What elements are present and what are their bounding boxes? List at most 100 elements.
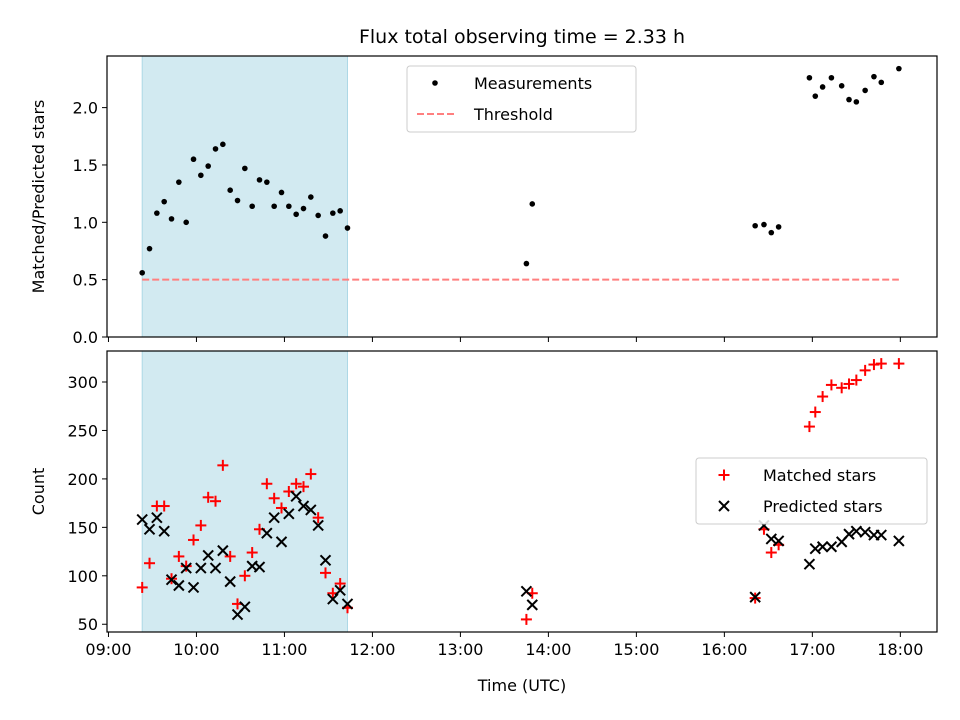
x-tick-label: 14:00	[525, 640, 571, 659]
matched-star-marker	[268, 492, 280, 504]
legend-label: Threshold	[473, 105, 553, 124]
measurement-point	[315, 212, 321, 219]
x-axis-label: Time (UTC)	[477, 676, 566, 695]
measurement-point	[264, 179, 270, 185]
matched-star-marker	[136, 581, 148, 593]
measurement-point	[234, 197, 241, 204]
measurement-point	[322, 233, 329, 239]
measurement-point	[154, 210, 160, 216]
measurement-point	[300, 205, 307, 212]
measurement-point	[862, 87, 868, 94]
top-panel-ratio: 0.0 0.5 1.0 1.5 2.0 Matched/Predicted stars Me…	[29, 55, 938, 347]
measurement-point	[271, 203, 277, 210]
matched-star-marker	[290, 478, 302, 490]
bottom-y-axis-label: Count	[29, 468, 48, 516]
predicted-star-marker	[803, 558, 816, 570]
predicted-star-marker	[816, 541, 829, 553]
top-y-tick-label: 2.0	[73, 99, 98, 118]
bottom-axes-frame	[106, 350, 938, 633]
matched-star-marker	[239, 570, 251, 582]
measurement-point	[205, 163, 211, 169]
bottom-series-matched-stars	[136, 358, 905, 625]
measurement-point	[190, 156, 197, 163]
matched-star-marker	[224, 550, 236, 562]
top-shaded-region	[141, 55, 348, 338]
top-y-tick-label: 0.0	[73, 328, 98, 347]
top-y-axis-label: Matched/Predicted stars	[29, 100, 48, 294]
matched-star-marker	[893, 358, 905, 370]
measurement-point	[198, 172, 204, 179]
measurement-point	[871, 73, 877, 80]
predicted-star-marker	[253, 561, 266, 573]
matched-star-marker	[210, 495, 222, 507]
measurement-point	[256, 177, 263, 183]
predicted-star-marker	[825, 541, 838, 553]
measurement-point	[878, 79, 885, 86]
chart-title: Flux total observing time = 2.33 h	[359, 26, 685, 48]
x-tick-label: 11:00	[261, 640, 307, 659]
predicted-star-marker	[297, 500, 310, 512]
measurement-point	[853, 99, 860, 105]
predicted-star-marker	[209, 562, 222, 574]
x-tick-label: 17:00	[789, 640, 835, 659]
x-tick-label: 18:00	[877, 640, 923, 659]
measurement-point	[337, 208, 343, 214]
measurement-point	[161, 198, 167, 205]
bottom-y-tick-label: 150	[67, 518, 98, 537]
measurement-point	[768, 229, 775, 236]
predicted-star-marker	[195, 562, 207, 574]
measurement-point	[278, 189, 285, 196]
matched-star-marker	[276, 502, 288, 514]
matched-star-marker	[765, 547, 777, 559]
measurement-point	[529, 201, 536, 207]
measurement-point	[838, 83, 845, 89]
matched-star-marker	[202, 491, 214, 503]
predicted-star-marker	[305, 504, 317, 516]
legend-measurement-marker	[432, 80, 438, 86]
measurement-point	[761, 221, 767, 228]
measurement-point	[176, 179, 182, 185]
x-tick-label: 15:00	[613, 640, 659, 659]
matched-star-marker	[334, 578, 346, 590]
measurement-point	[293, 211, 299, 218]
legend-label: Measurements	[474, 74, 592, 93]
matched-star-marker	[843, 378, 855, 390]
predicted-star-marker	[875, 529, 887, 541]
measurement-point	[828, 74, 835, 81]
predicted-star-marker	[341, 598, 354, 610]
measurement-point	[812, 93, 819, 99]
predicted-star-marker	[319, 554, 332, 567]
predicted-star-marker	[275, 536, 288, 548]
predicted-star-marker	[749, 591, 761, 603]
measurement-point	[846, 96, 852, 103]
legend-matched-marker	[718, 469, 730, 481]
legend-predicted-marker	[718, 500, 730, 512]
predicted-star-marker	[136, 513, 148, 526]
matched-star-marker	[158, 500, 170, 512]
legend-label: Matched stars	[763, 466, 876, 485]
bottom-y-tick-label: 250	[67, 421, 98, 440]
predicted-star-marker	[268, 511, 280, 524]
legend-label: Predicted stars	[763, 497, 883, 516]
matched-star-marker	[836, 382, 848, 394]
measurement-point	[212, 146, 219, 152]
predicted-star-marker	[283, 508, 295, 520]
top-legend: Measurements Threshold	[406, 65, 637, 133]
top-series-measurements	[139, 65, 902, 276]
x-tick-label: 12:00	[349, 640, 395, 659]
predicted-star-marker	[312, 519, 324, 532]
bottom-y-tick-label: 200	[67, 470, 98, 489]
matched-star-marker	[173, 550, 185, 562]
predicted-star-marker	[158, 525, 170, 537]
measurement-point	[139, 269, 145, 276]
predicted-star-marker	[239, 601, 251, 613]
predicted-star-marker	[261, 527, 273, 539]
top-y-tick-label: 1.5	[73, 156, 98, 175]
matched-star-marker	[859, 364, 871, 376]
predicted-star-marker	[893, 535, 905, 547]
predicted-star-marker	[290, 490, 302, 503]
measurement-point	[183, 219, 189, 226]
bottom-series-predicted-stars	[136, 490, 905, 621]
predicted-star-marker	[224, 575, 236, 588]
measurement-point	[168, 216, 175, 222]
